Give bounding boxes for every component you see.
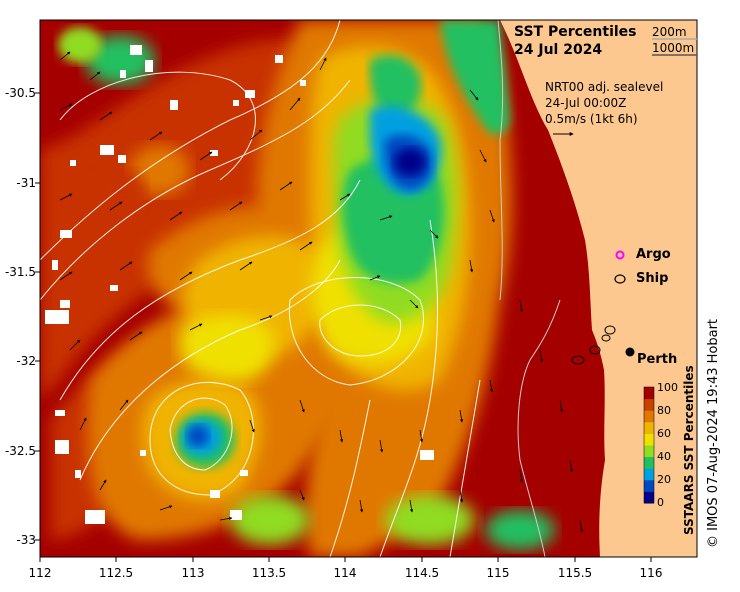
colorbar-segment <box>644 410 654 423</box>
perth-label: Perth <box>637 352 678 367</box>
colorbar-segment <box>644 398 654 411</box>
y-tick-label: -31 <box>16 176 36 190</box>
current-scale-label: 0.5m/s (1kt 6h) <box>545 112 638 126</box>
plot-frame <box>39 19 698 558</box>
ship-label: Ship <box>636 271 669 286</box>
colorbar-segment <box>644 468 654 481</box>
colorbar-tick: 40 <box>657 450 671 463</box>
current-source-label: NRT00 adj. sealevel <box>545 80 664 94</box>
contour-legend-1000m: 1000m <box>652 41 695 55</box>
x-tick-label: 113 <box>181 566 205 580</box>
bathymetry-contours <box>497 20 561 557</box>
map-title: SST Percentiles <box>514 24 637 40</box>
colorbar-tick: 0 <box>657 496 664 509</box>
y-tick-label: -32 <box>16 354 36 368</box>
x-tick-label: 114 <box>333 566 357 580</box>
x-tick-label: 116 <box>639 566 663 580</box>
map-date: 24 Jul 2024 <box>514 42 603 58</box>
colorbar-segment <box>644 479 654 492</box>
colorbar-title: SSTAARS SST Percentiles <box>682 365 696 535</box>
axis-ticks <box>35 92 652 562</box>
perth-city-icon <box>625 347 635 357</box>
ship-tracks <box>571 325 616 365</box>
colorbar-segment <box>644 445 654 458</box>
colorbar-frame <box>643 386 655 504</box>
colorbar-tick: 100 <box>657 381 678 394</box>
colorbar <box>643 386 655 504</box>
current-vectors <box>59 51 584 533</box>
colorbar-segment <box>644 387 654 400</box>
cloud-gaps <box>45 45 434 524</box>
x-tick-label: 112 <box>28 566 52 580</box>
argo-icon <box>615 250 625 260</box>
colorbar-tick: 20 <box>657 473 671 486</box>
ship-icon <box>614 274 626 284</box>
y-tick-label: -32.5 <box>4 444 36 458</box>
y-tick-label: -31.5 <box>4 265 36 279</box>
y-tick-label: -30.5 <box>4 86 36 100</box>
colorbar-segment <box>644 421 654 434</box>
colorbar-tick: 60 <box>657 427 671 440</box>
x-tick-label: 113.5 <box>251 566 287 580</box>
colorbar-segment <box>644 456 654 469</box>
contour-legend-200m: 200m <box>652 25 687 39</box>
sealevel-contours <box>40 20 481 557</box>
colorbar-segment <box>644 491 654 504</box>
colorbar-tick: 80 <box>657 404 671 417</box>
y-tick-label: -33 <box>16 533 36 547</box>
current-time-label: 24-Jul 00:00Z <box>545 96 627 110</box>
credit-text: © IMOS 07-Aug-2024 19:43 Hobart <box>706 318 721 548</box>
colorbar-segment <box>644 433 654 446</box>
x-tick-label: 114.5 <box>404 566 440 580</box>
argo-label: Argo <box>636 247 671 262</box>
x-tick-label: 115 <box>486 566 510 580</box>
x-tick-label: 112.5 <box>98 566 134 580</box>
x-tick-label: 115.5 <box>557 566 593 580</box>
